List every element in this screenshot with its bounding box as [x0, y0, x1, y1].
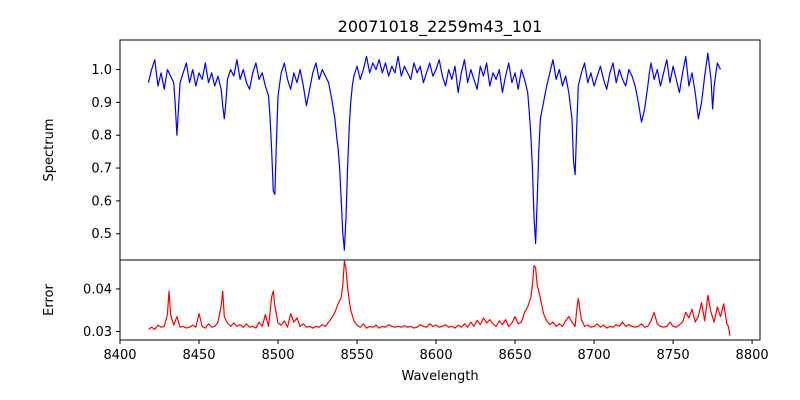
- x-tick-label: 8500: [261, 348, 294, 363]
- error-series-line: [148, 260, 731, 336]
- spectrum-y-tick-label: 0.6: [91, 194, 112, 209]
- spectrum-y-tick-label: 0.9: [91, 96, 112, 111]
- x-tick-label: 8450: [182, 348, 215, 363]
- spectrum-y-tick-label: 0.5: [91, 227, 112, 242]
- error-y-axis-label: Error: [42, 284, 57, 316]
- x-tick-label: 8550: [340, 348, 373, 363]
- x-axis-ticks: 8400 8450 8500 8550 8600 8650 8700 8750 8800: [103, 340, 769, 363]
- x-tick-label: 8650: [499, 348, 532, 363]
- spectrum-y-tick-label: 0.8: [91, 129, 112, 144]
- x-axis-label: Wavelength: [401, 369, 478, 384]
- error-y-tick-label: 0.03: [83, 325, 112, 340]
- x-tick-label: 8750: [657, 348, 690, 363]
- x-tick-label: 8800: [736, 348, 769, 363]
- x-tick-label: 8400: [103, 348, 136, 363]
- x-tick-label: 8700: [578, 348, 611, 363]
- spectrum-y-ticks: 0.5 0.6 0.7 0.8 0.9 1.0: [91, 63, 120, 242]
- spectrum-y-axis-label: Spectrum: [42, 119, 57, 182]
- spectrum-series-line: [147, 52, 722, 251]
- spectrum-panel: 0.5 0.6 0.7 0.8 0.9 1.0 Spectrum: [42, 39, 761, 261]
- chart-title: 20071018_2259m43_101: [338, 17, 543, 37]
- error-panel: 0.03 0.04 Error: [42, 259, 761, 341]
- error-y-tick-label: 0.04: [83, 282, 112, 297]
- x-tick-label: 8600: [420, 348, 453, 363]
- spectrum-y-tick-label: 1.0: [91, 63, 112, 78]
- spectrum-y-tick-label: 0.7: [91, 162, 112, 177]
- error-y-ticks: 0.03 0.04: [83, 282, 120, 340]
- error-axes-frame: [119, 259, 761, 341]
